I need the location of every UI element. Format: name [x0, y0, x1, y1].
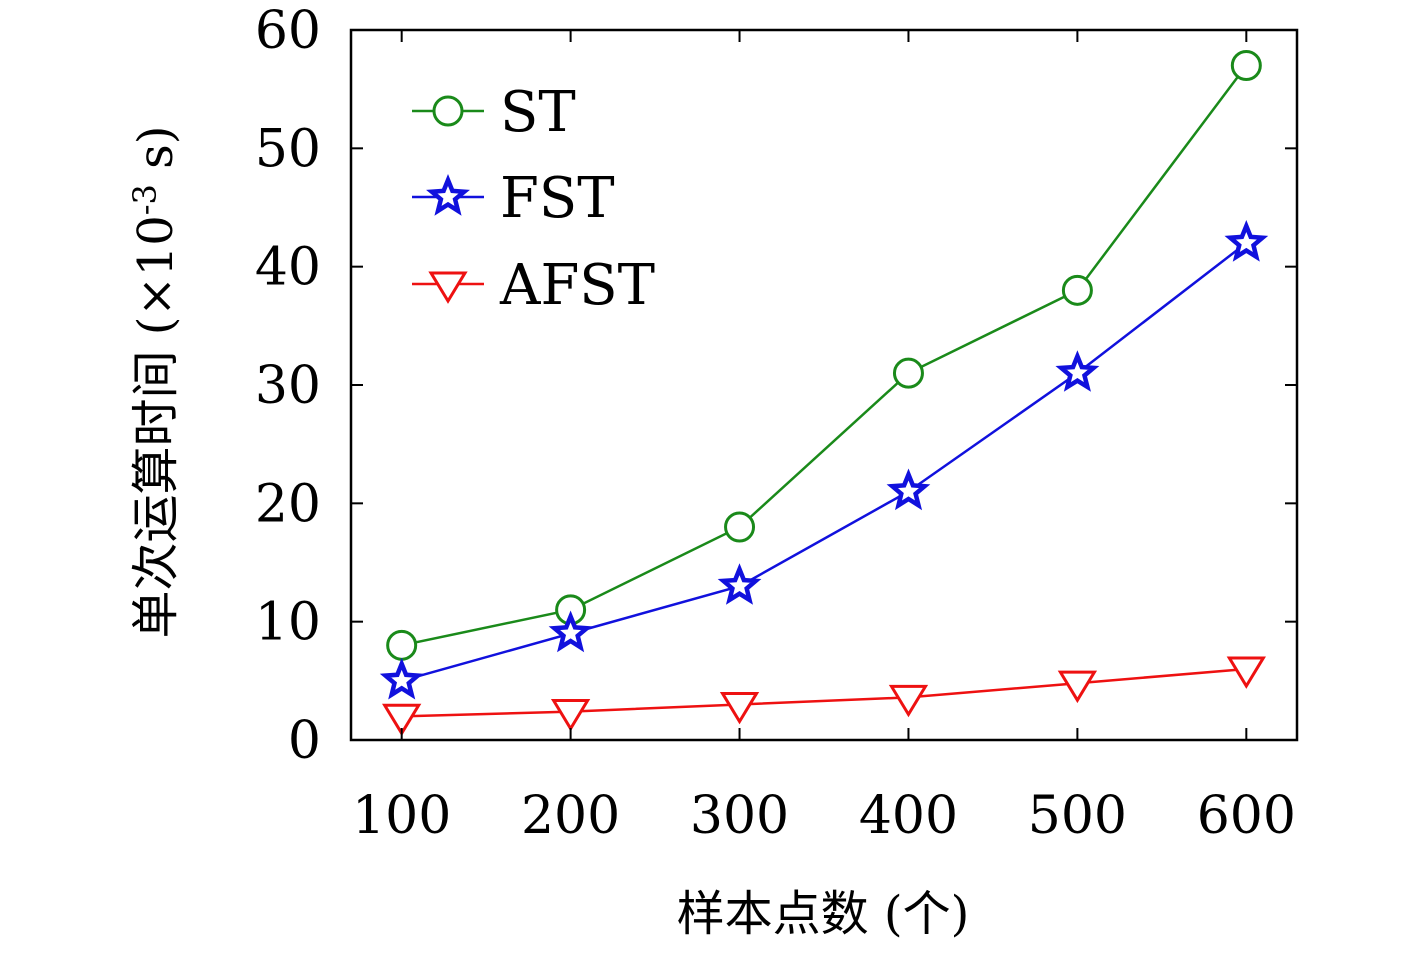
y-tick-label: 40 — [255, 238, 321, 298]
x-tick-label: 400 — [859, 786, 958, 846]
data-point-afst — [1226, 656, 1266, 689]
x-tick-label: 100 — [352, 786, 451, 846]
y-tick-label: 10 — [255, 593, 321, 653]
y-axis-title-main: 单次运算时间 (×10 — [128, 215, 184, 638]
y-tick-label: 30 — [255, 356, 321, 416]
plot-frame — [349, 28, 1299, 742]
data-point-afst — [382, 703, 422, 737]
data-point-afst — [1057, 670, 1098, 704]
data-point-fst — [379, 657, 424, 700]
data-point-fst — [1224, 219, 1269, 262]
series-line-afst — [401, 667, 1247, 718]
data-point-st — [1230, 50, 1262, 81]
data-point-st — [892, 357, 924, 389]
legend-label-st: ST — [500, 80, 576, 145]
data-point-afst — [888, 684, 929, 718]
x-tick-label: 200 — [521, 786, 620, 846]
data-point-fst — [1055, 350, 1100, 392]
data-point-st — [386, 629, 418, 661]
y-tick-label: 50 — [255, 119, 321, 179]
legend-marker-st — [432, 95, 464, 127]
data-point-fst — [717, 563, 762, 605]
x-tick-label: 600 — [1197, 786, 1296, 846]
legend-label-fst: FST — [500, 166, 615, 231]
x-tick-label: 300 — [690, 786, 789, 846]
y-axis-title-exponent: -3 — [126, 184, 164, 215]
y-axis-title: 单次运算时间 (×10-3 s) — [126, 125, 184, 638]
data-point-fst — [548, 610, 593, 653]
y-tick-label: 0 — [288, 711, 321, 771]
data-point-fst — [886, 468, 931, 511]
data-point-st — [1061, 274, 1093, 306]
y-tick-label: 60 — [255, 1, 321, 61]
legend-label-afst: AFST — [499, 253, 655, 318]
data-point-afst — [550, 699, 591, 732]
y-tick-label: 20 — [255, 474, 321, 534]
data-point-st — [724, 511, 756, 543]
legend-marker-afst — [428, 271, 468, 304]
legend-marker-fst — [426, 173, 470, 216]
x-tick-label: 500 — [1028, 786, 1127, 846]
y-axis-title-unit: s) — [128, 125, 184, 184]
series-line-fst — [401, 242, 1248, 683]
data-point-afst — [719, 691, 760, 725]
series-line-st — [401, 64, 1248, 647]
x-axis-title: 样本点数 (个) — [677, 886, 970, 942]
